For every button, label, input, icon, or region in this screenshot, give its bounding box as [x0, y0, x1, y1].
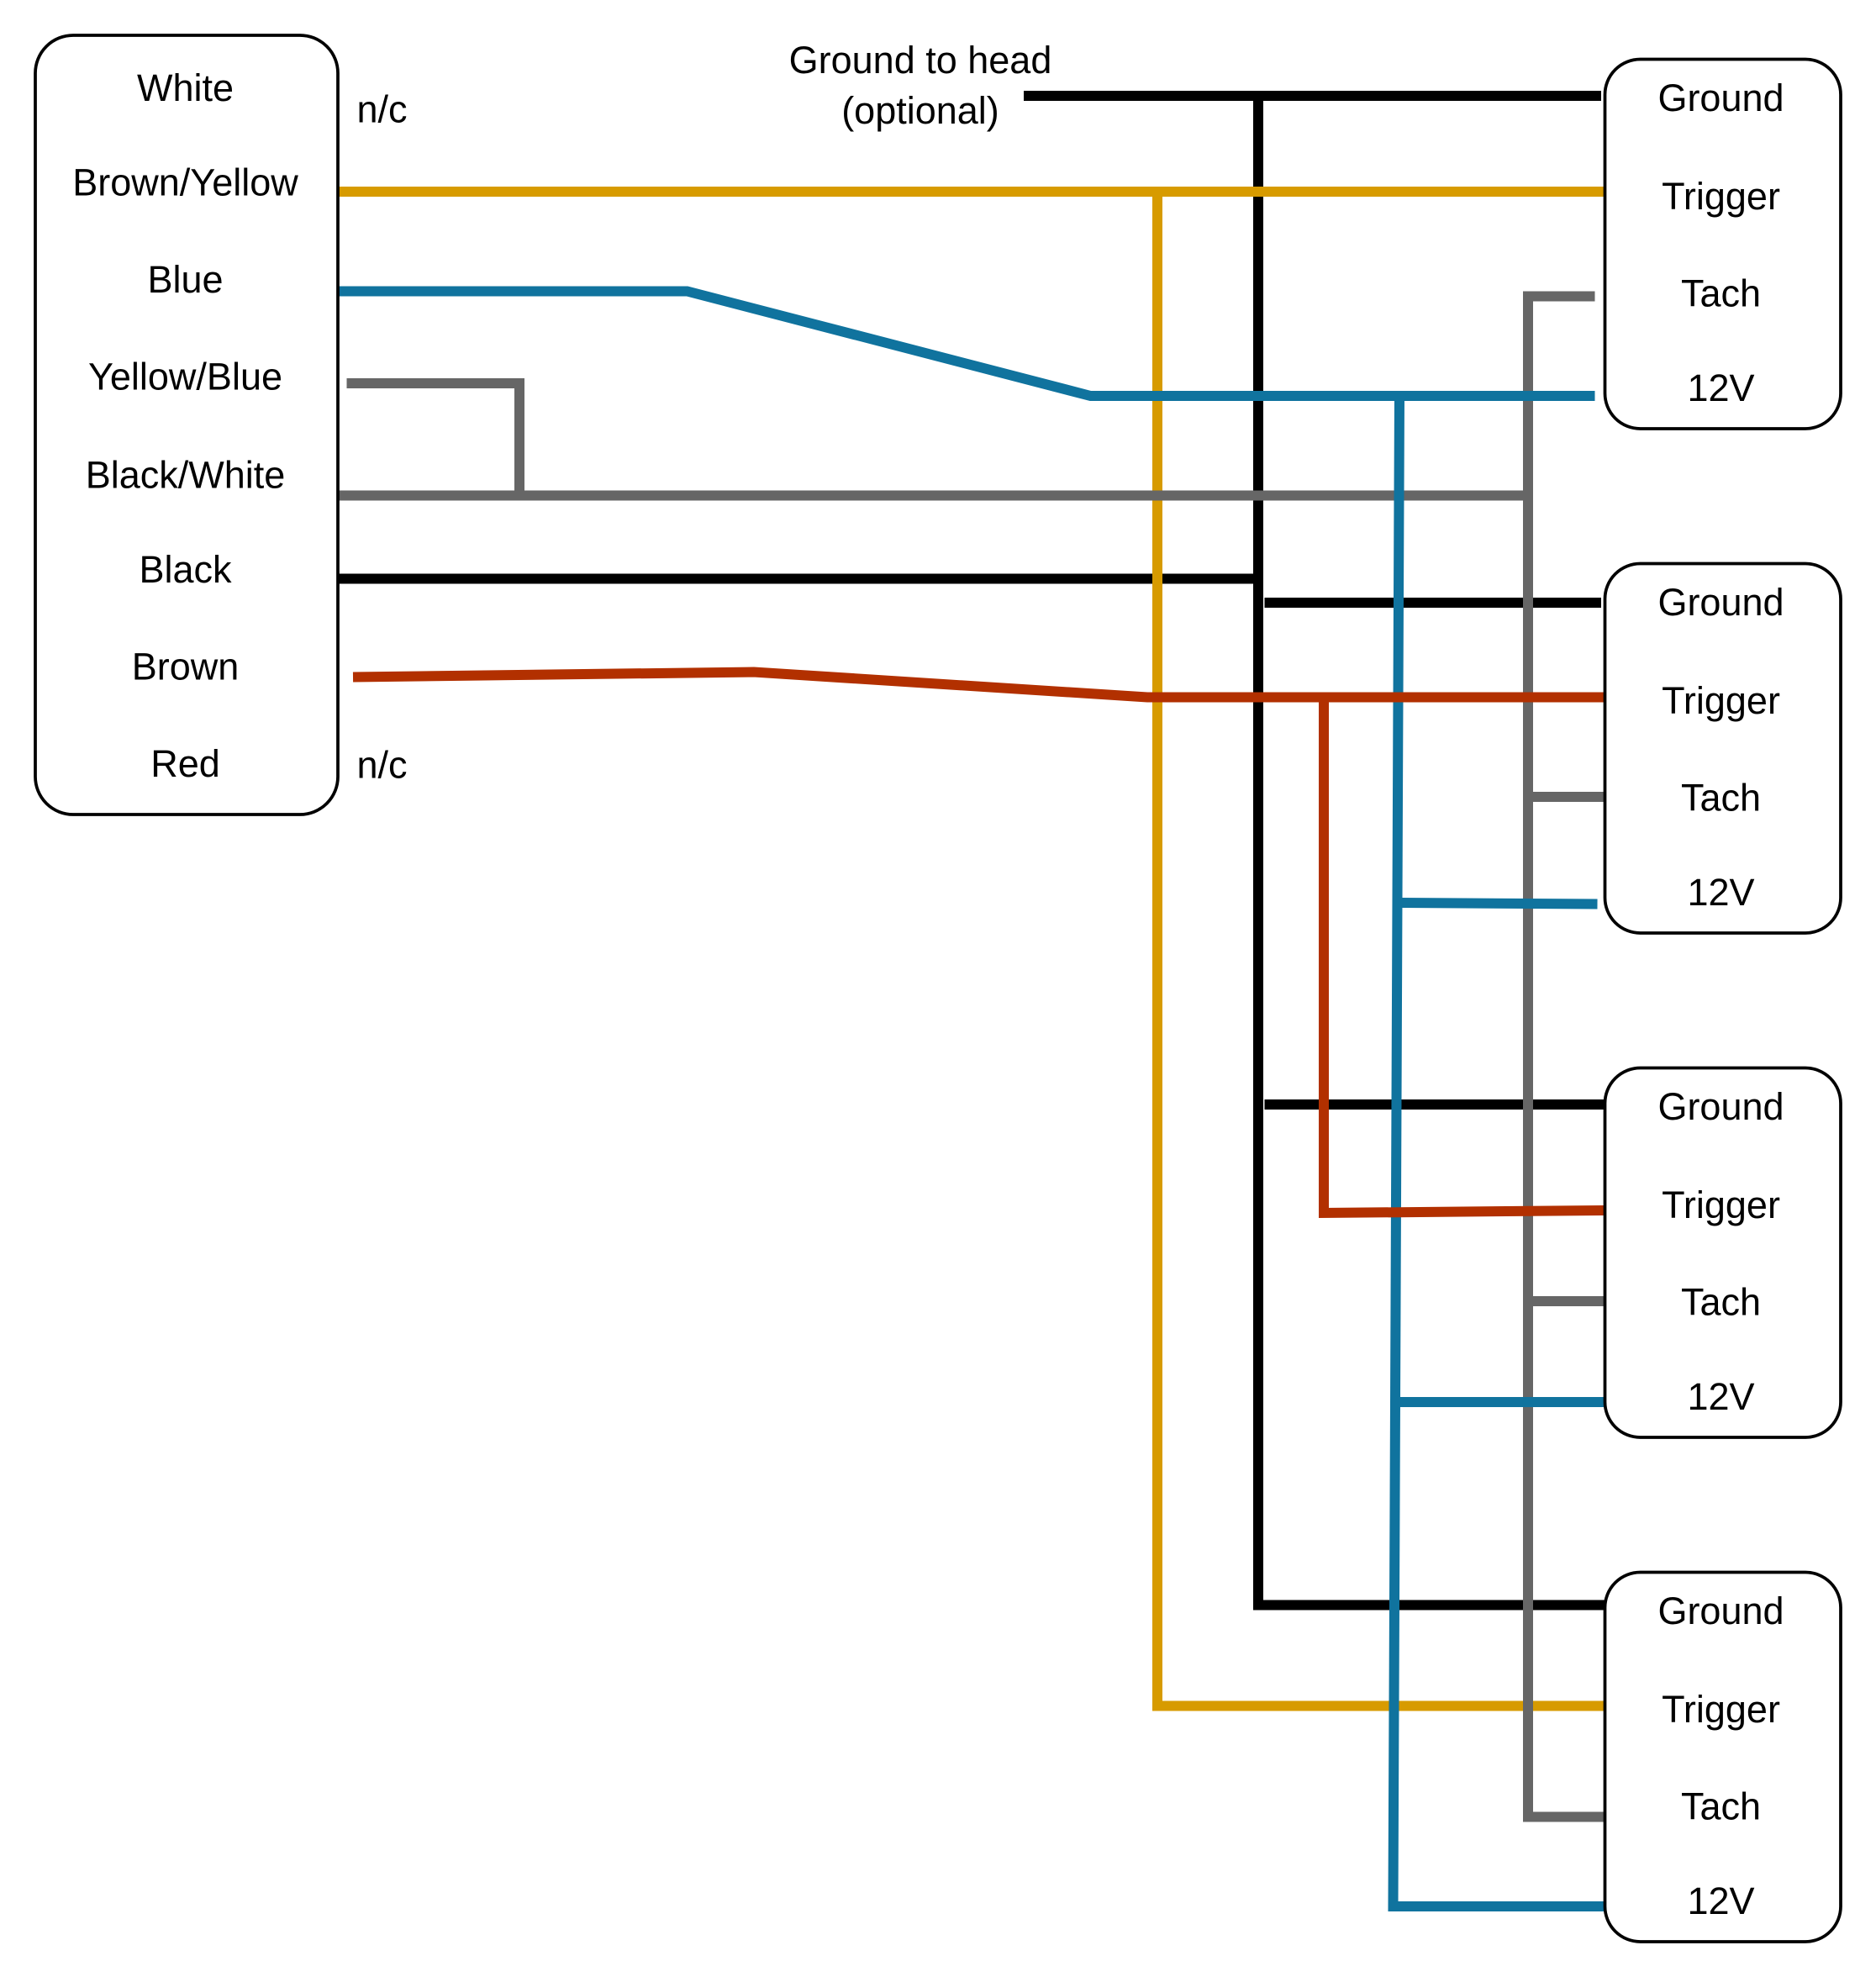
pin-label: Trigger [1662, 1184, 1780, 1226]
source-connector: White Brown/Yellow Blue Yellow/Blue Blac… [34, 34, 340, 816]
nc-label: n/c [357, 88, 408, 131]
pin-label: Ground [1657, 76, 1784, 119]
red-wires [352, 667, 1605, 1219]
trigger-wire-4 [1152, 192, 1605, 1711]
black-wires [338, 91, 1605, 1611]
pin-label: Trigger [1662, 175, 1780, 218]
12v-wire-2 [1401, 898, 1598, 909]
ground-bus-wire [1253, 96, 1605, 1611]
pin-label: Tach [1681, 1281, 1761, 1324]
pin-label: 12V [1687, 1879, 1754, 1922]
target-connector-3: Ground Trigger Tach 12V [1603, 1066, 1842, 1439]
pin-label: Ground [1657, 1085, 1784, 1128]
target-connector-1: Ground Trigger Tach 12V [1603, 57, 1842, 430]
pin-label: White [137, 66, 234, 109]
pin-label: Tach [1681, 1785, 1761, 1828]
12v-source-wire [338, 286, 1595, 401]
pin-label: 12V [1687, 366, 1754, 409]
blue-wires [338, 286, 1605, 1911]
pin-label: Black [139, 548, 232, 591]
pin-label: Ground [1657, 1590, 1784, 1632]
ground-note-line1: Ground to head [789, 39, 1052, 82]
nc-label: n/c [357, 744, 408, 787]
target-connector-4: Ground Trigger Tach 12V [1603, 1570, 1842, 1943]
tach-bus-wire [1523, 291, 1605, 1822]
gray-wires [338, 291, 1605, 1822]
pin-label: 12V [1687, 1375, 1754, 1418]
yellow-blue-jumper-wire [346, 378, 524, 496]
pin-label: 12V [1687, 871, 1754, 914]
ground-note-line2: (optional) [841, 89, 999, 132]
trigger-wire-3 [1319, 697, 1605, 1219]
brown-trigger-wire [352, 667, 1605, 703]
target-connector-2: Ground Trigger Tach 12V [1603, 561, 1842, 935]
pin-label: Blue [147, 258, 223, 301]
pin-label: Brown/Yellow [72, 161, 298, 204]
pin-label: Trigger [1662, 1688, 1780, 1731]
pin-label: Tach [1681, 777, 1761, 820]
pin-label: Black/White [86, 454, 286, 497]
pin-label: Ground [1657, 581, 1784, 624]
pin-label: Yellow/Blue [88, 356, 282, 398]
12v-bus-wire [1388, 395, 1605, 1911]
yellow-wires [338, 187, 1605, 1711]
pin-label: Tach [1681, 272, 1761, 315]
pin-label: Brown [132, 646, 240, 688]
pin-label: Trigger [1662, 679, 1780, 722]
pin-label: Red [150, 742, 220, 785]
